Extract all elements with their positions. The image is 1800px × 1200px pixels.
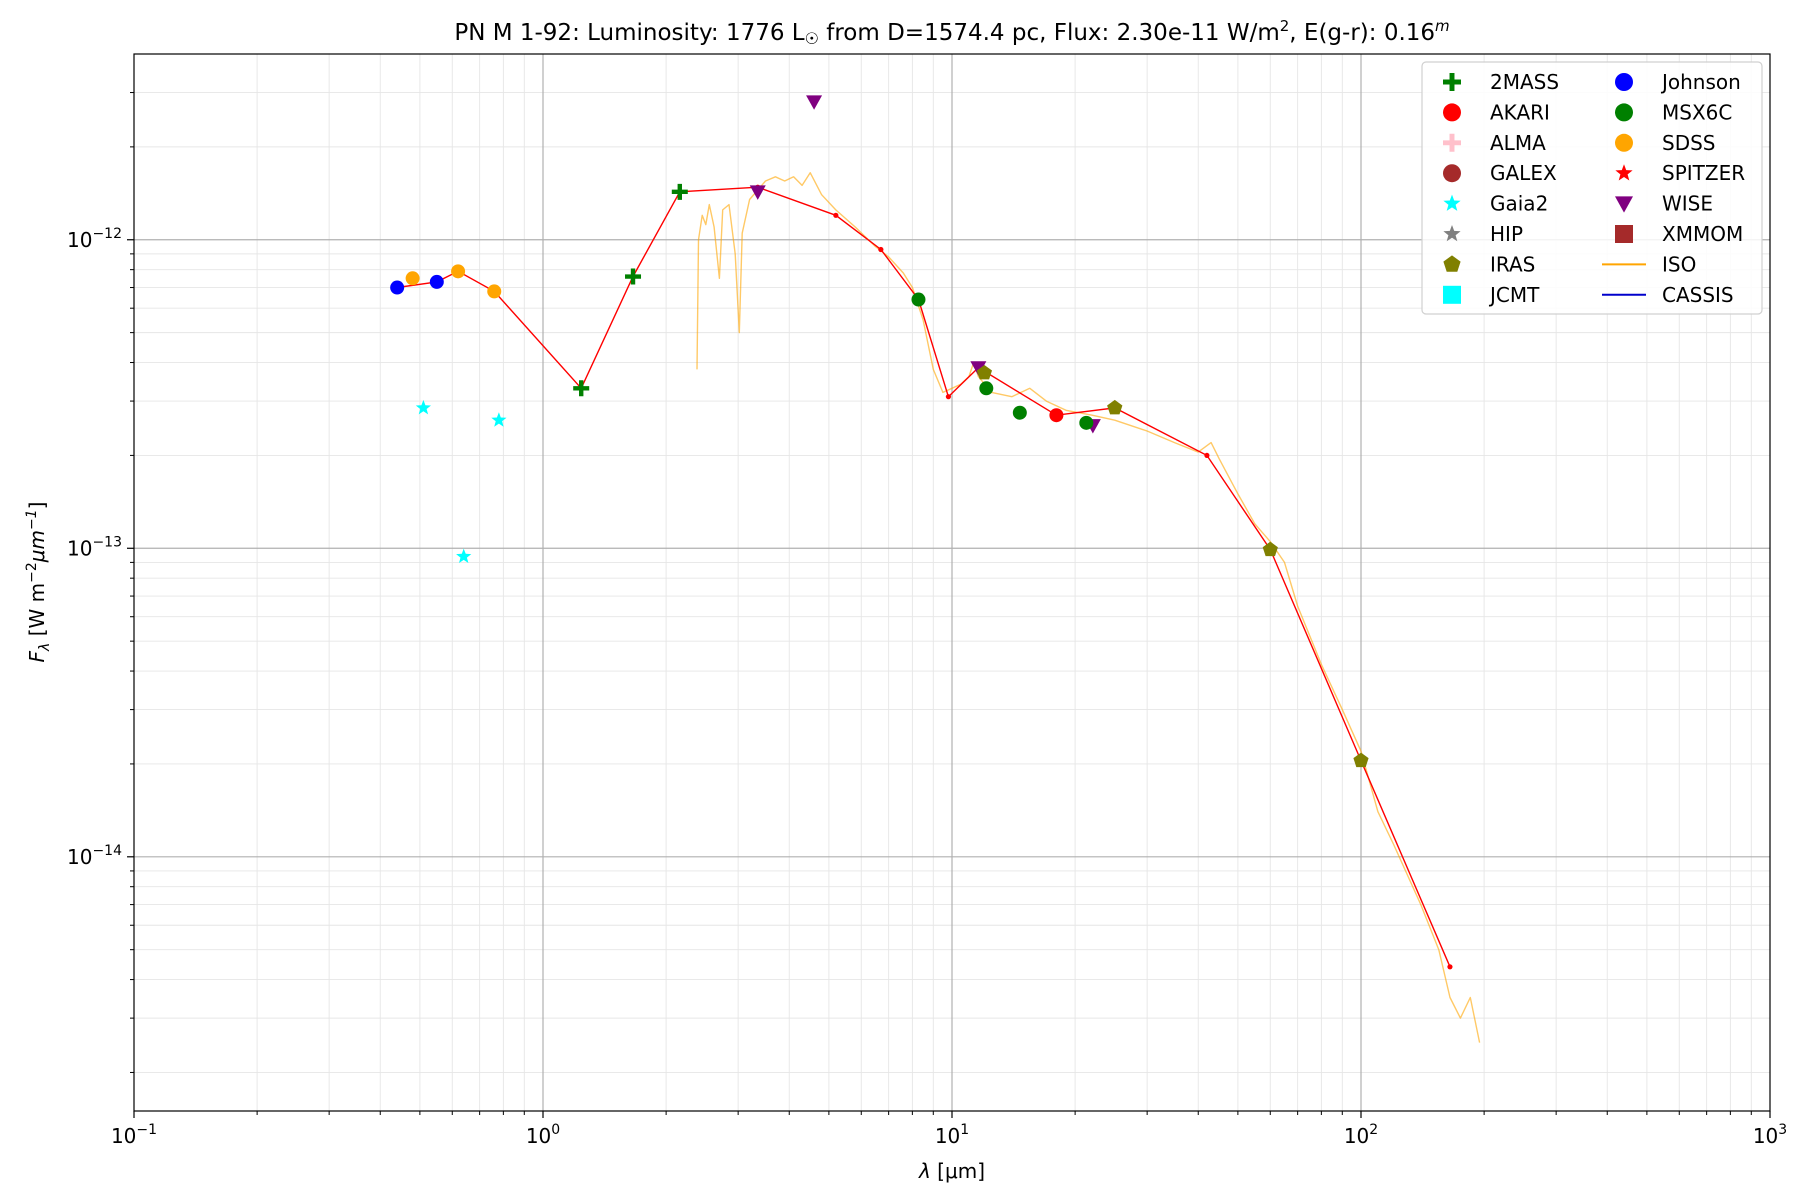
sed-vertex [1204,452,1210,459]
legend-label-wise: WISE [1662,192,1713,216]
point-gaia2 [491,412,507,427]
x-tick-label: 101 [935,1122,969,1148]
legend-label-galex: GALEX [1490,161,1557,185]
x-tick-label: 10−1 [111,1122,157,1148]
legend-label-sdss: SDSS [1662,131,1716,155]
y-axis-label: Fλ [W m−2μm−1] [24,502,53,663]
legend-marker-msx6c [1615,103,1633,122]
point-iras [1262,541,1278,557]
point-wise [806,95,823,110]
legend-label-hip: HIP [1490,222,1523,246]
axis-ticks: 10−1 100 101 102 103 10−14 10−13 10−12 [67,92,1787,1148]
legend: 2MASS AKARI ALMA GALEX Gaia2 HIP IRAS JCMT Johns… [1421,61,1763,315]
point-akari [1049,408,1064,423]
legend-label-msx6c: MSX6C [1662,100,1732,124]
legend-label-akari: AKARI [1490,100,1550,124]
photometry-points [390,95,1369,768]
legend-label-2mass: 2MASS [1490,70,1559,94]
legend-marker-alma [1443,133,1461,152]
point-gaia2 [456,548,472,563]
point-iras [976,365,992,380]
point-msx6c [1012,405,1027,420]
legend-label-iras: IRAS [1490,252,1535,276]
sed-vertex [833,212,839,218]
y-tick-label: 10−14 [67,843,122,869]
legend-label-gaia2: Gaia2 [1490,192,1548,216]
point-johnson [390,280,405,295]
y-tick-label: 10−12 [67,226,122,252]
legend-marker-gaia2 [1443,194,1461,211]
x-axis-label: λ [μm] [918,1159,985,1183]
legend-label-spitzer: SPITZER [1662,161,1745,185]
point-wise [970,361,987,376]
y-tick-label: 10−13 [67,534,122,560]
point-msx6c [979,381,994,396]
legend-label-xmmom: XMMOM [1662,222,1743,246]
point-wise [749,185,766,200]
legend-marker-wise [1615,196,1633,213]
point-sdss [487,284,502,299]
legend-marker-spitzer [1615,164,1633,181]
point-iras [1353,752,1369,768]
point-gaia2 [415,399,431,415]
point-johnson [429,274,444,289]
legend-box [1421,61,1763,315]
minor-gridlines [134,54,1770,1111]
point-msx6c [1079,415,1094,430]
legend-label-jcmt: JCMT [1488,283,1540,307]
legend-label-johnson: Johnson [1660,70,1741,94]
legend-marker-jcmt [1443,285,1461,304]
legend-label-cassis: CASSIS [1662,283,1734,307]
legend-marker-hip [1443,225,1461,242]
legend-marker-xmmom [1615,225,1633,243]
legend-marker-iras [1443,255,1461,272]
point-msx6c [911,292,926,307]
point-sdss [405,271,420,286]
legend-label-alma: ALMA [1490,131,1546,155]
legend-marker-galex [1443,164,1461,183]
x-tick-label: 102 [1344,1122,1378,1148]
sed-vertex [878,246,884,253]
legend-marker-2mass [1443,73,1461,91]
sed-vertex [945,394,952,400]
x-tick-label: 103 [1753,1122,1787,1148]
legend-marker-akari [1443,103,1461,122]
legend-marker-sdss [1615,133,1633,152]
point-2mass [573,380,590,397]
legend-label-iso: ISO [1662,252,1696,276]
chart-title: PN M 1-92: Luminosity: 1776 L☉ from D=15… [454,17,1449,48]
sed-vertex [1447,964,1453,970]
legend-marker-johnson [1615,73,1633,91]
point-iras [1107,399,1123,415]
point-2mass [625,268,642,285]
point-2mass [671,183,688,200]
x-tick-label: 100 [526,1122,560,1148]
point-sdss [451,264,466,279]
